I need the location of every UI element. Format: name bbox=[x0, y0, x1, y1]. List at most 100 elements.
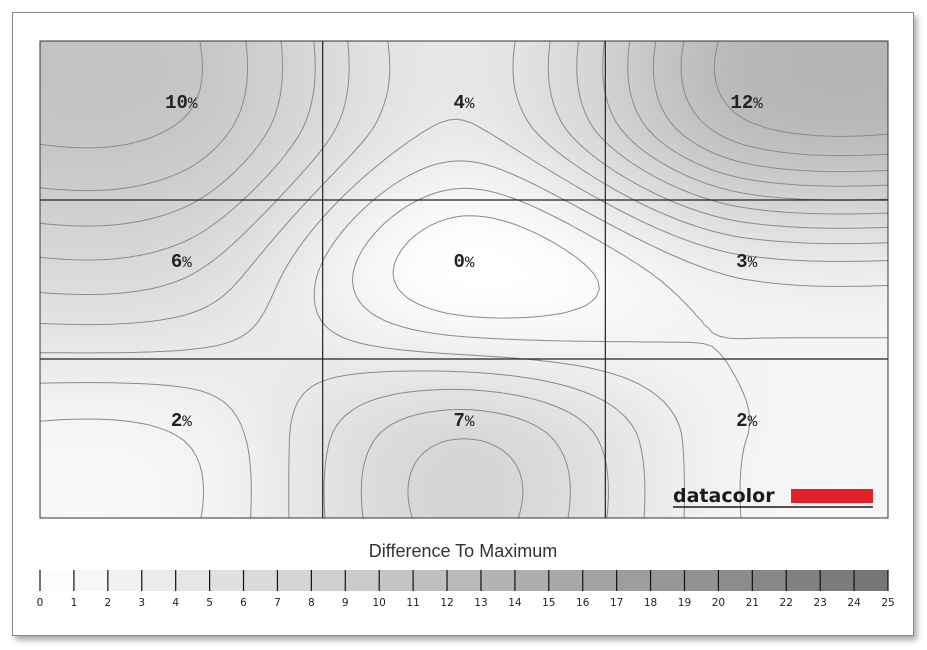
heat-tile bbox=[368, 137, 377, 146]
heat-tile bbox=[296, 265, 305, 274]
heat-tile bbox=[840, 57, 849, 66]
heat-tile bbox=[128, 153, 137, 162]
heat-tile bbox=[592, 401, 601, 410]
heat-tile bbox=[208, 145, 217, 154]
heat-tile bbox=[384, 257, 393, 266]
heat-tile bbox=[824, 217, 833, 226]
heat-tile bbox=[184, 369, 193, 378]
heat-tile bbox=[96, 241, 105, 250]
heat-tile bbox=[280, 97, 289, 106]
heat-tile bbox=[456, 241, 465, 250]
heat-tile bbox=[872, 193, 881, 202]
heat-tile bbox=[776, 201, 785, 210]
heat-tile bbox=[664, 217, 673, 226]
heat-tile bbox=[440, 297, 449, 306]
heat-tile bbox=[656, 401, 665, 410]
heat-tile bbox=[200, 89, 209, 98]
heat-tile bbox=[400, 105, 409, 114]
heat-tile bbox=[240, 177, 249, 186]
heat-tile bbox=[208, 57, 217, 66]
heat-tile bbox=[72, 217, 81, 226]
heat-tile bbox=[560, 273, 569, 282]
heat-tile bbox=[464, 137, 473, 146]
heat-tile bbox=[752, 297, 761, 306]
heat-tile bbox=[336, 209, 345, 218]
heat-tile bbox=[424, 201, 433, 210]
heat-tile bbox=[296, 377, 305, 386]
heat-tile bbox=[304, 65, 313, 74]
heat-tile bbox=[576, 281, 585, 290]
heat-tile bbox=[648, 225, 657, 234]
heat-tile bbox=[408, 145, 417, 154]
heat-tile bbox=[104, 297, 113, 306]
heat-tile bbox=[152, 289, 161, 298]
heat-tile bbox=[232, 225, 241, 234]
heat-tile bbox=[752, 321, 761, 330]
heat-tile bbox=[352, 401, 361, 410]
heat-tile bbox=[568, 289, 577, 298]
heat-tile bbox=[712, 345, 721, 354]
heat-tile bbox=[128, 305, 137, 314]
heat-tile bbox=[448, 281, 457, 290]
heat-tile bbox=[856, 353, 865, 362]
heat-tile bbox=[648, 209, 657, 218]
heat-tile bbox=[856, 273, 865, 282]
heat-tile bbox=[496, 393, 505, 402]
heat-tile bbox=[608, 289, 617, 298]
heat-tile bbox=[728, 225, 737, 234]
heat-tile bbox=[712, 201, 721, 210]
heat-tile bbox=[584, 257, 593, 266]
heat-tile bbox=[104, 233, 113, 242]
heat-tile bbox=[88, 121, 97, 130]
heat-tile bbox=[240, 225, 249, 234]
heat-tile bbox=[80, 209, 89, 218]
heat-tile bbox=[184, 57, 193, 66]
heat-tile bbox=[280, 393, 289, 402]
heat-tile bbox=[368, 241, 377, 250]
heat-tile bbox=[104, 201, 113, 210]
heat-tile bbox=[112, 249, 121, 258]
heat-tile bbox=[688, 185, 697, 194]
heat-tile bbox=[720, 225, 729, 234]
heat-tile bbox=[152, 385, 161, 394]
heat-tile bbox=[800, 345, 809, 354]
heat-tile bbox=[464, 81, 473, 90]
heat-tile bbox=[832, 313, 841, 322]
heat-tile bbox=[776, 41, 785, 50]
heat-tile bbox=[48, 297, 57, 306]
heat-tile bbox=[408, 305, 417, 314]
heat-tile bbox=[608, 377, 617, 386]
heat-tile bbox=[760, 105, 769, 114]
heat-tile bbox=[672, 337, 681, 346]
heat-tile bbox=[336, 41, 345, 50]
heat-tile bbox=[472, 177, 481, 186]
heat-tile bbox=[64, 233, 73, 242]
heat-tile bbox=[664, 201, 673, 210]
heat-tile bbox=[168, 401, 177, 410]
heat-tile bbox=[520, 89, 529, 98]
heat-tile bbox=[288, 121, 297, 130]
heat-tile bbox=[688, 377, 697, 386]
heat-tile bbox=[688, 81, 697, 90]
heat-tile bbox=[552, 73, 561, 82]
heat-tile bbox=[424, 65, 433, 74]
heat-tile bbox=[200, 233, 209, 242]
heat-tile bbox=[688, 129, 697, 138]
heat-tile bbox=[360, 377, 369, 386]
heat-tile bbox=[104, 161, 113, 170]
heat-tile bbox=[680, 161, 689, 170]
heat-tile bbox=[424, 353, 433, 362]
heat-tile bbox=[776, 305, 785, 314]
heat-tile bbox=[280, 73, 289, 82]
heat-tile bbox=[208, 337, 217, 346]
heat-tile bbox=[280, 209, 289, 218]
heat-tile bbox=[288, 81, 297, 90]
heat-tile bbox=[376, 105, 385, 114]
heat-tile bbox=[208, 193, 217, 202]
heat-tile bbox=[768, 265, 777, 274]
heat-tile bbox=[144, 97, 153, 106]
heat-tile bbox=[560, 105, 569, 114]
heat-tile bbox=[360, 353, 369, 362]
heat-tile bbox=[312, 401, 321, 410]
heat-tile bbox=[80, 233, 89, 242]
